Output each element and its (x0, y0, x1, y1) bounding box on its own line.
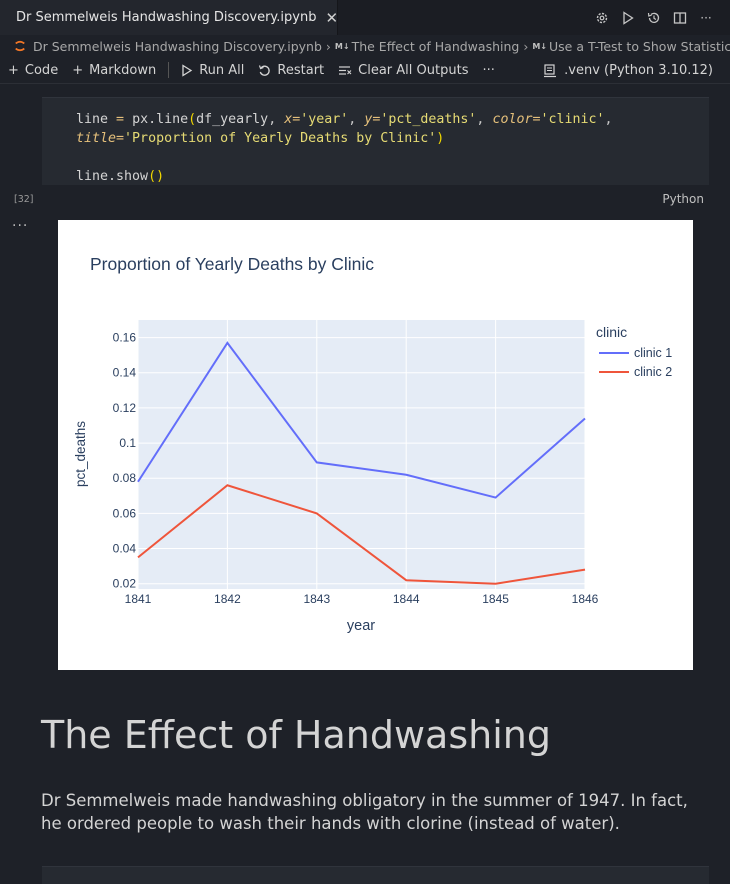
x-tick-label: 1843 (303, 592, 330, 606)
cell-language-label[interactable]: Python (662, 192, 704, 206)
breadcrumb-file[interactable]: Dr Semmelweis Handwashing Discovery.ipyn… (14, 39, 322, 54)
legend-title: clinic (596, 324, 627, 340)
chevron-right-icon: › (325, 38, 331, 54)
x-tick-labels: 1841 1842 1843 1844 1845 1846 (125, 592, 599, 606)
editor-tab-bar: Dr Semmelweis Handwashing Discovery.ipyn… (0, 0, 730, 35)
gear-icon[interactable] (594, 10, 610, 26)
kernel-label: .venv (Python 3.10.12) (564, 63, 713, 78)
run-all-icon (182, 63, 193, 77)
jupyter-icon (15, 40, 25, 52)
breadcrumb-subsection[interactable]: M↓ Use a T-Test to Show Statistica (532, 39, 730, 54)
chart-title: Proportion of Yearly Deaths by Clinic (90, 254, 374, 274)
y-tick-label: 0.12 (113, 401, 137, 415)
plotly-chart-output: Proportion of Yearly Deaths by Clinic 0.… (58, 220, 693, 670)
markdown-icon: M↓ (334, 41, 350, 51)
legend-item-label[interactable]: clinic 1 (634, 346, 672, 360)
markdown-paragraph: Dr Semmelweis made handwashing obligator… (41, 791, 688, 833)
y-axis-label: pct_deaths (73, 421, 88, 487)
split-editor-icon[interactable] (672, 10, 688, 26)
x-axis-label: year (347, 618, 375, 634)
y-tick-label: 0.02 (113, 577, 137, 591)
breadcrumb-file-label: Dr Semmelweis Handwashing Discovery.ipyn… (33, 38, 322, 54)
clear-outputs-icon (339, 65, 352, 75)
grid-lines (137, 320, 586, 589)
y-tick-label: 0.1 (119, 436, 136, 450)
series-line-clinic-2 (137, 484, 586, 585)
y-tick-label: 0.06 (113, 506, 137, 520)
y-tick-label: 0.04 (113, 542, 137, 556)
y-tick-label: 0.14 (113, 366, 137, 380)
code-editor[interactable]: line = px.line(df_yearly, x='year', y='p… (76, 112, 613, 184)
output-more-button[interactable]: ··· (12, 218, 29, 234)
kernel-icon (544, 63, 557, 77)
execution-count: [32] (14, 194, 34, 205)
line-chart: Proportion of Yearly Deaths by Clinic 0.… (73, 254, 672, 634)
code-cell[interactable] (42, 866, 709, 884)
add-code-label: Code (24, 62, 59, 78)
x-tick-label: 1845 (482, 592, 509, 606)
markdown-icon: M↓ (532, 41, 548, 51)
add-markdown-label: Markdown (89, 62, 157, 78)
chevron-right-icon: › (523, 38, 529, 54)
add-code-cell-button[interactable]: + Code (8, 63, 58, 78)
clear-all-outputs-button[interactable]: Clear All Outputs (338, 63, 468, 78)
plus-icon: + (8, 62, 19, 78)
x-tick-label: 1846 (572, 592, 599, 606)
y-tick-labels: 0.02 0.04 0.06 0.08 0.1 0.12 0.14 0.16 (113, 331, 137, 591)
breadcrumb-section-label: The Effect of Handwashing (351, 38, 520, 54)
kernel-picker[interactable]: .venv (Python 3.10.12) (543, 57, 713, 84)
y-tick-label: 0.08 (113, 471, 137, 485)
x-tick-label: 1844 (393, 592, 420, 606)
series-lines (137, 341, 586, 585)
tab-title: Dr Semmelweis Handwashing Discovery.ipyn… (16, 10, 317, 25)
notebook-toolbar: + Code + Markdown Run All Restart Clear … (0, 57, 730, 84)
run-all-button[interactable]: Run All (181, 63, 244, 78)
breadcrumb-subsection-label: Use a T-Test to Show Statistica (549, 38, 730, 54)
restart-button[interactable]: Restart (258, 63, 324, 78)
series-line-clinic-1 (137, 341, 586, 499)
play-icon[interactable] (620, 10, 636, 26)
y-tick-label: 0.16 (113, 331, 137, 345)
clear-all-outputs-label: Clear All Outputs (358, 62, 469, 78)
legend[interactable]: clinic 1 clinic 2 (599, 346, 672, 379)
code-cell[interactable]: line = px.line(df_yearly, x='year', y='p… (42, 97, 709, 185)
tab-actions: ··· (594, 0, 714, 35)
toolbar-more-button[interactable]: ··· (482, 62, 495, 78)
toolbar-divider (168, 62, 170, 78)
breadcrumb: Dr Semmelweis Handwashing Discovery.ipyn… (0, 35, 730, 57)
add-markdown-cell-button[interactable]: + Markdown (72, 63, 156, 78)
plus-icon: + (72, 62, 84, 78)
x-tick-label: 1842 (214, 592, 241, 606)
close-icon[interactable]: ✕ (325, 8, 339, 27)
restart-label: Restart (277, 62, 325, 78)
restart-icon (259, 64, 271, 76)
history-icon[interactable] (646, 10, 662, 26)
x-tick-label: 1841 (125, 592, 152, 606)
more-actions-icon[interactable]: ··· (700, 10, 712, 25)
run-all-label: Run All (199, 62, 245, 78)
markdown-heading: The Effect of Handwashing (41, 713, 551, 757)
legend-item-label[interactable]: clinic 2 (634, 365, 672, 379)
breadcrumb-section[interactable]: M↓ The Effect of Handwashing (335, 39, 519, 54)
notebook-tab[interactable]: Dr Semmelweis Handwashing Discovery.ipyn… (0, 0, 338, 35)
